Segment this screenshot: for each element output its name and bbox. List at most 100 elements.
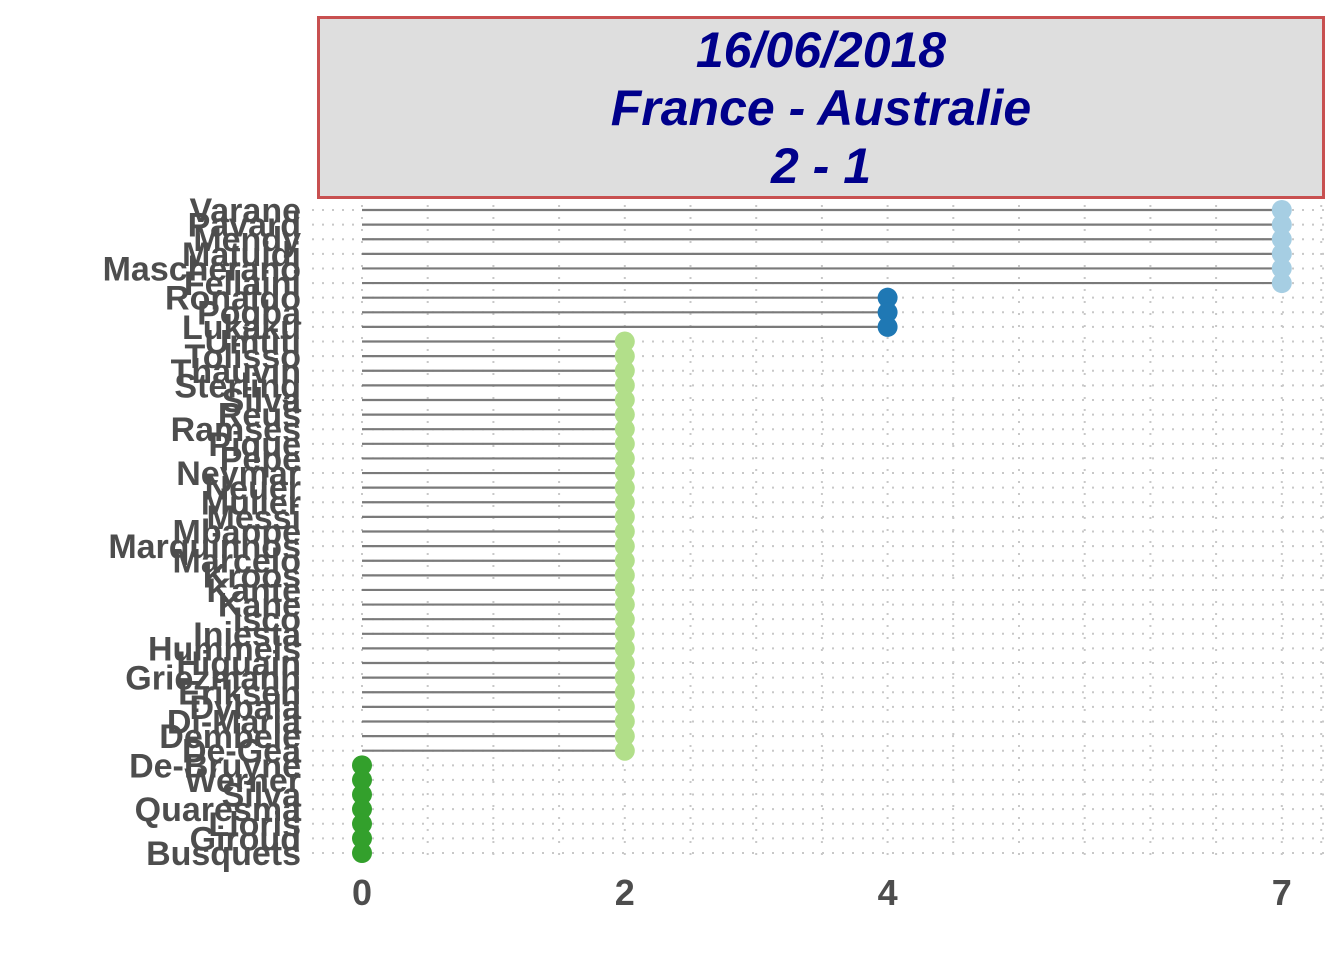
y-axis-label: Ronaldo — [165, 280, 301, 318]
y-axis-label: De-Gea — [182, 733, 302, 771]
lollipop-dot — [352, 843, 372, 863]
y-axis-label: Pepe — [220, 440, 301, 478]
lollipop-dot — [614, 696, 635, 717]
y-axis-label: Kane — [218, 587, 301, 625]
y-axis-label: Mendy — [193, 221, 301, 259]
lollipop-dot — [614, 521, 635, 542]
lollipop-dot — [352, 784, 372, 805]
match-date: 16/06/2018 — [695, 21, 947, 78]
lollipop-dot — [614, 711, 635, 732]
y-axis-label: Dybala — [190, 689, 303, 727]
lollipop-dot — [614, 594, 635, 615]
y-axis-label: Reus — [218, 397, 301, 435]
lollipop-dot — [877, 302, 898, 323]
y-axis-labels: VaranePavardMendyMatuidiMascheranoFellai… — [103, 192, 302, 873]
x-axis-tick-label: 2 — [615, 872, 635, 913]
lollipop-dot — [614, 433, 635, 454]
lollipop-dot — [352, 813, 372, 834]
grid-lines — [312, 205, 1326, 862]
lollipop-dot — [1271, 229, 1292, 250]
y-axis-label: Fellaini — [184, 265, 301, 303]
lollipop-dot — [614, 667, 635, 688]
lollipop-dot — [614, 579, 635, 600]
y-axis-label: De-Bruyne — [129, 747, 301, 785]
lollipop-dot — [614, 740, 635, 761]
y-axis-label: Giroud — [190, 820, 301, 858]
y-axis-label: Muller — [201, 484, 301, 522]
lollipop-dot — [614, 404, 635, 425]
match-teams: France - Australie — [610, 79, 1032, 136]
y-axis-label: Hummels — [148, 630, 301, 668]
lollipop-dot — [614, 492, 635, 513]
y-axis-label: Dembele — [159, 718, 301, 756]
lollipop-dot — [877, 316, 898, 337]
y-axis-label: Eriksen — [178, 674, 301, 712]
lollipop-dot — [352, 799, 372, 820]
y-axis-label: Mbappe — [173, 514, 301, 552]
x-axis-tick-label: 7 — [1272, 872, 1292, 913]
y-axis-label: Marquinhos — [108, 528, 301, 566]
lollipop-dot — [1271, 214, 1292, 235]
lollipop-dot — [614, 346, 635, 367]
y-axis-label: Griezmann — [125, 660, 301, 698]
y-axis-label: Neuer — [205, 470, 301, 508]
lollipop-dot — [614, 726, 635, 747]
lollipop-dot — [614, 506, 635, 527]
y-axis-label: Kroos — [203, 557, 301, 595]
y-axis-label: Pavard — [188, 207, 301, 245]
lollipop-dot — [614, 653, 635, 674]
lollipop-dot — [1271, 273, 1292, 294]
y-axis-label: Busquets — [146, 835, 301, 873]
lollipop-dot — [352, 828, 372, 849]
y-axis-label: Higuain — [176, 645, 301, 683]
lollipop-dot — [614, 536, 635, 557]
y-axis-label: Di-Maria — [167, 703, 302, 741]
lollipop-dot — [614, 419, 635, 440]
y-axis-label: Lukaku — [182, 309, 301, 347]
y-axis-label: Varane — [189, 192, 301, 230]
y-axis-label: Umtiti — [205, 324, 301, 362]
y-axis-label: Quaresma — [135, 791, 302, 829]
y-axis-label: Silva — [222, 777, 302, 815]
y-axis-label: Kante — [207, 572, 301, 610]
y-axis-label: Mascherano — [103, 250, 301, 288]
x-axis-tick-label: 0 — [352, 872, 372, 913]
lollipop-dot — [614, 623, 635, 644]
y-axis-label: Thauvin — [171, 353, 301, 391]
y-axis-label: Silva — [222, 382, 302, 420]
y-axis-label: Pogba — [197, 294, 302, 332]
lollipop-stems — [362, 208, 1282, 752]
lollipop-dot — [1271, 258, 1292, 279]
lollipop-dots — [352, 200, 1292, 863]
y-axis-label: Messi — [207, 499, 302, 537]
lollipop-dot — [614, 609, 635, 630]
lollipop-dot — [614, 638, 635, 659]
y-axis-label: Neymar — [176, 455, 301, 493]
lollipop-dot — [352, 769, 372, 790]
lollipop-dot — [877, 287, 898, 308]
lollipop-dot — [1271, 200, 1292, 220]
y-axis-label: Sterling — [174, 367, 301, 405]
lollipop-dot — [614, 682, 635, 703]
lollipop-dot — [352, 755, 372, 776]
x-axis-ticks: 0 2 4 7 — [352, 872, 1292, 913]
x-axis-tick-label: 4 — [878, 872, 898, 913]
lollipop-dot — [614, 360, 635, 381]
match-score: 2 - 1 — [770, 137, 872, 194]
y-axis-label: Iniesta — [193, 616, 302, 654]
lollipop-dot — [614, 448, 635, 469]
lollipop-dot — [614, 565, 635, 586]
y-axis-label: Pique — [208, 426, 301, 464]
y-axis-label: Matuidi — [182, 236, 301, 274]
y-axis-label: Marcelo — [173, 543, 302, 581]
lollipop-dot — [1271, 243, 1292, 264]
lollipop-dot — [614, 331, 635, 352]
y-axis-label: Werner — [184, 762, 301, 800]
lollipop-dot — [614, 389, 635, 410]
lollipop-dot — [614, 463, 635, 484]
y-axis-label: Lloris — [208, 806, 301, 844]
y-axis-label: Tolisso — [185, 338, 302, 376]
lollipop-dot — [614, 550, 635, 571]
y-axis-label: Ramses — [171, 411, 301, 449]
